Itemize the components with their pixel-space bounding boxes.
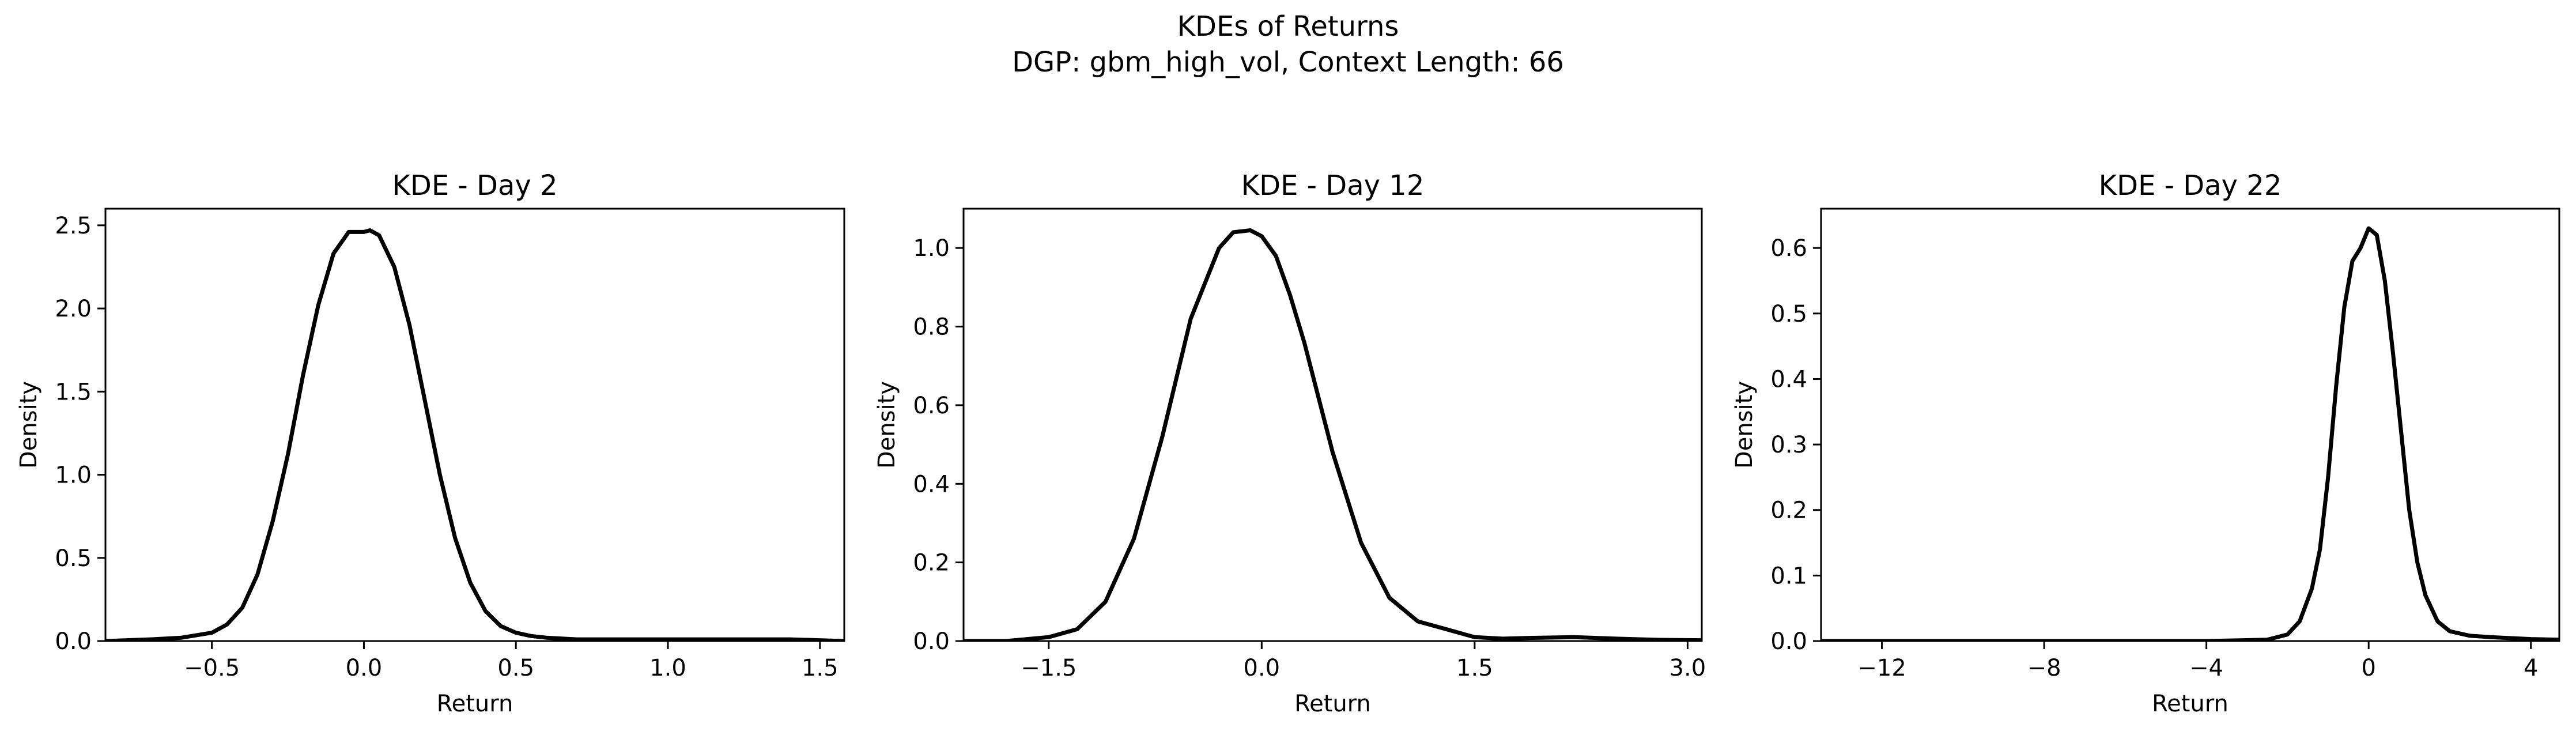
panel-1: −0.5 0.0 0.5 1.0 1.5 0.0 0.5 1.0 1.5 2.0 2.5 KDE - … [16,169,845,717]
panel-3: −12 −8 −4 0 4 0.0 0.1 0.2 0.3 0.4 0.5 0.6 KDE - Day … [1731,169,2560,717]
panel-3-x-tick-label: 0 [2361,655,2375,681]
panel-1-x-tick-label: 1.5 [802,655,838,681]
panel-2-y-tick-label: 0.6 [913,393,950,419]
panel-2-x-tick-label: 3.0 [1670,655,1706,681]
panel-3-x-axis-label: Return [2152,691,2228,717]
figure-suptitle-line2: DGP: gbm_high_vol, Context Length: 66 [1012,46,1564,78]
panel-2-y-tick-label: 0.0 [913,628,950,655]
panel-1-title: KDE - Day 2 [392,169,557,202]
panel-1-x-tick-label: 0.0 [346,655,383,681]
panel-3-axes-frame [1820,208,2560,642]
panel-2-kde-line-1 [964,228,1702,641]
panel-2-y-axis-label: Density [874,381,900,469]
panel-3-y-tick-label: 0.0 [1770,628,1807,655]
panel-1-kde-line-1 [105,228,844,641]
panel-3-kde-line-1 [1821,226,2559,641]
subplot-panels: −0.5 0.0 0.5 1.0 1.5 0.0 0.5 1.0 1.5 2.0 2.5 KDE - … [16,169,2560,717]
panel-2-y-tick-label: 0.8 [913,314,950,341]
figure-suptitle-line1: KDEs of Returns [1177,10,1399,43]
panel-2-y-tick-label: 0.4 [913,471,950,497]
panel-1-x-tick-label: 1.0 [649,655,686,681]
panel-3-x-tick-label: −12 [1857,655,1906,681]
panel-3-y-tick-label: 0.1 [1770,563,1807,589]
panel-3-x-tick-label: −4 [2189,655,2223,681]
panel-2-y-tick-label: 0.2 [913,550,950,576]
panel-2: −1.5 0.0 1.5 3.0 0.0 0.2 0.4 0.6 0.8 1.0 KDE - Day… [874,169,1706,717]
panel-2-axes-frame [962,208,1703,642]
panel-3-y-tick-label: 0.3 [1770,432,1807,458]
panel-3-y-tick-label: 0.4 [1770,366,1807,393]
panel-3-x-tick-label: 4 [2524,655,2538,681]
panel-2-x-axis-label: Return [1294,691,1371,717]
panel-2-x-tick-label: 1.5 [1456,655,1493,681]
panel-1-x-tick-label: −0.5 [184,655,240,681]
panel-2-title: KDE - Day 12 [1241,169,1425,202]
panel-3-y-tick-label: 0.2 [1770,497,1807,524]
panel-3-y-axis-label: Density [1731,381,1758,469]
panel-3-y-tick-label: 0.5 [1770,301,1807,327]
panel-3-y-tick-label: 0.6 [1770,235,1807,262]
panel-2-x-tick-label: −1.5 [1021,655,1077,681]
panel-1-y-tick-label: 0.5 [55,545,92,572]
panel-3-x-tick-label: −8 [2027,655,2061,681]
panel-1-y-tick-label: 1.5 [55,379,92,405]
panel-1-y-tick-label: 0.0 [55,628,92,655]
panel-1-axes-frame [104,208,845,642]
panel-1-y-tick-label: 2.0 [55,296,92,322]
panel-1-x-axis-label: Return [437,691,513,717]
panel-2-y-tick-label: 1.0 [913,235,950,262]
panel-1-y-tick-label: 2.5 [55,213,92,239]
panel-3-title: KDE - Day 22 [2099,169,2282,202]
panel-1-y-axis-label: Density [16,381,42,469]
panel-1-x-tick-label: 0.5 [497,655,534,681]
panel-1-y-tick-label: 1.0 [55,462,92,489]
panel-2-x-tick-label: 0.0 [1244,655,1281,681]
